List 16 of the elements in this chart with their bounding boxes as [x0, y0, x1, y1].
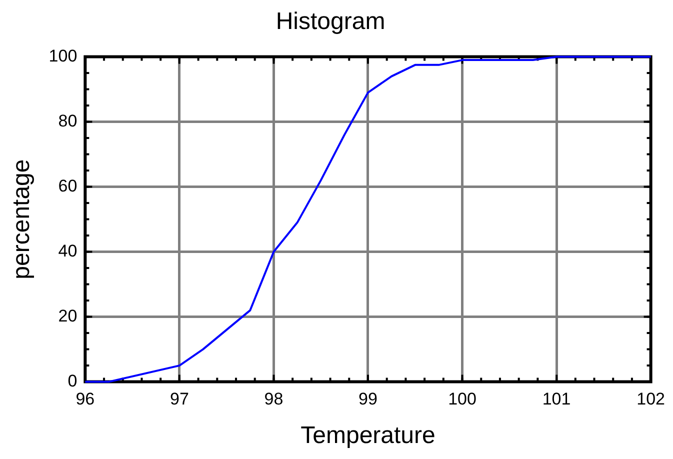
x-tick-label: 101: [542, 390, 571, 409]
y-tick-label: 20: [58, 306, 78, 326]
chart-title: Histogram: [276, 8, 386, 36]
y-tick-label: 40: [58, 241, 78, 260]
x-axis-title: Temperature: [300, 422, 436, 450]
x-tick-label: 102: [636, 390, 666, 409]
y-tick-label: 80: [58, 111, 78, 130]
x-tick-label: 96: [76, 390, 95, 409]
y-axis-title: percentage: [8, 159, 36, 280]
x-tick-label: 100: [448, 390, 476, 409]
x-tick-label: 97: [170, 390, 189, 409]
y-tick-label: 0: [68, 371, 78, 390]
y-tick-label: 100: [48, 46, 78, 66]
y-tick-label: 60: [58, 176, 78, 196]
x-tick-label: 98: [264, 390, 284, 409]
x-tick-label: 99: [358, 390, 378, 409]
